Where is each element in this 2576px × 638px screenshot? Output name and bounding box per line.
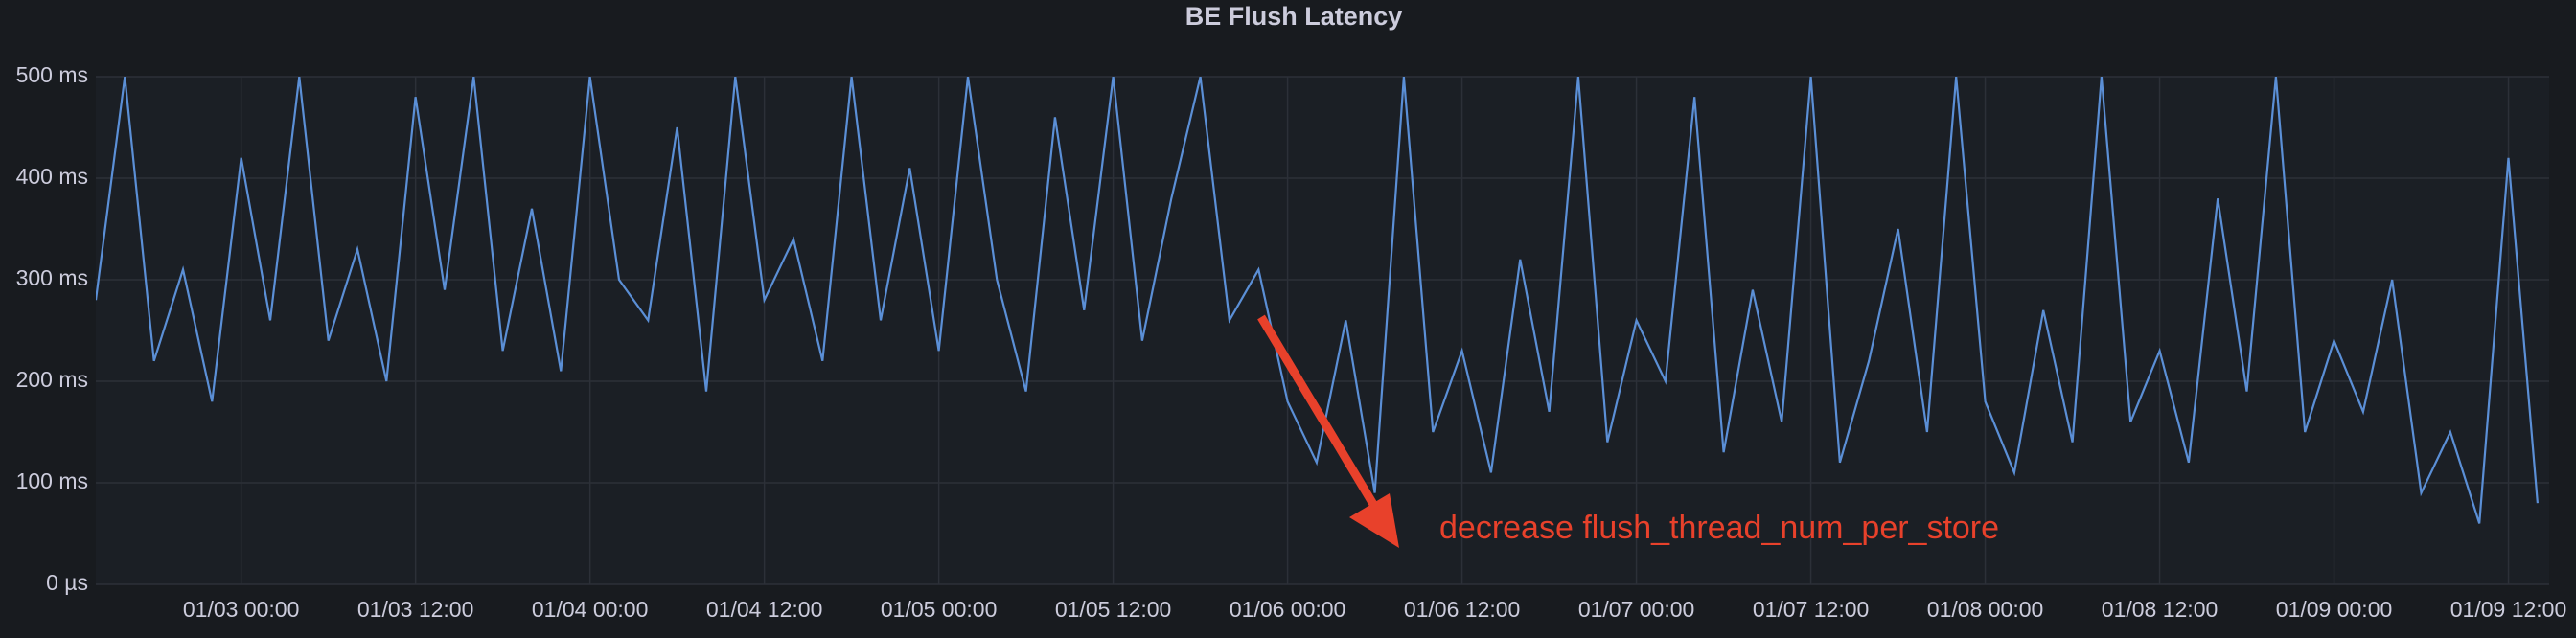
- arrow-head: [1349, 493, 1399, 548]
- x-tick-label: 01/07 00:00: [1578, 597, 1695, 622]
- x-tick-label: 01/04 12:00: [706, 597, 823, 622]
- x-tick-label: 01/06 00:00: [1230, 597, 1346, 622]
- y-tick-label: 400 ms: [16, 164, 88, 189]
- annotation: decrease flush_thread_num_per_store: [1439, 510, 1999, 546]
- chart-title: BE Flush Latency: [1185, 2, 1403, 31]
- x-tick-label: 01/03 12:00: [357, 597, 474, 622]
- x-tick-label: 01/05 00:00: [881, 597, 998, 622]
- y-tick-label: 0 µs: [46, 570, 88, 595]
- y-tick-label: 100 ms: [16, 468, 88, 493]
- plot-area: [96, 77, 2549, 584]
- x-tick-label: 01/08 12:00: [2102, 597, 2219, 622]
- x-tick-label: 01/09 12:00: [2450, 597, 2567, 622]
- x-tick-label: 01/05 12:00: [1055, 597, 1172, 622]
- y-tick-label: 200 ms: [16, 367, 88, 392]
- y-tick-label: 300 ms: [16, 265, 88, 290]
- x-tick-label: 01/03 00:00: [183, 597, 300, 622]
- x-tick-label: 01/09 00:00: [2276, 597, 2393, 622]
- y-tick-label: 500 ms: [16, 62, 88, 87]
- x-tick-label: 01/07 12:00: [1753, 597, 1870, 622]
- grid: [96, 76, 2549, 585]
- line: [96, 77, 2539, 524]
- x-tick-label: 01/06 12:00: [1404, 597, 1521, 622]
- x-tick-label: 01/04 00:00: [532, 597, 649, 622]
- series: [96, 77, 2539, 524]
- x-tick-label: 01/08 00:00: [1927, 597, 2044, 622]
- arrow: [1257, 314, 1390, 528]
